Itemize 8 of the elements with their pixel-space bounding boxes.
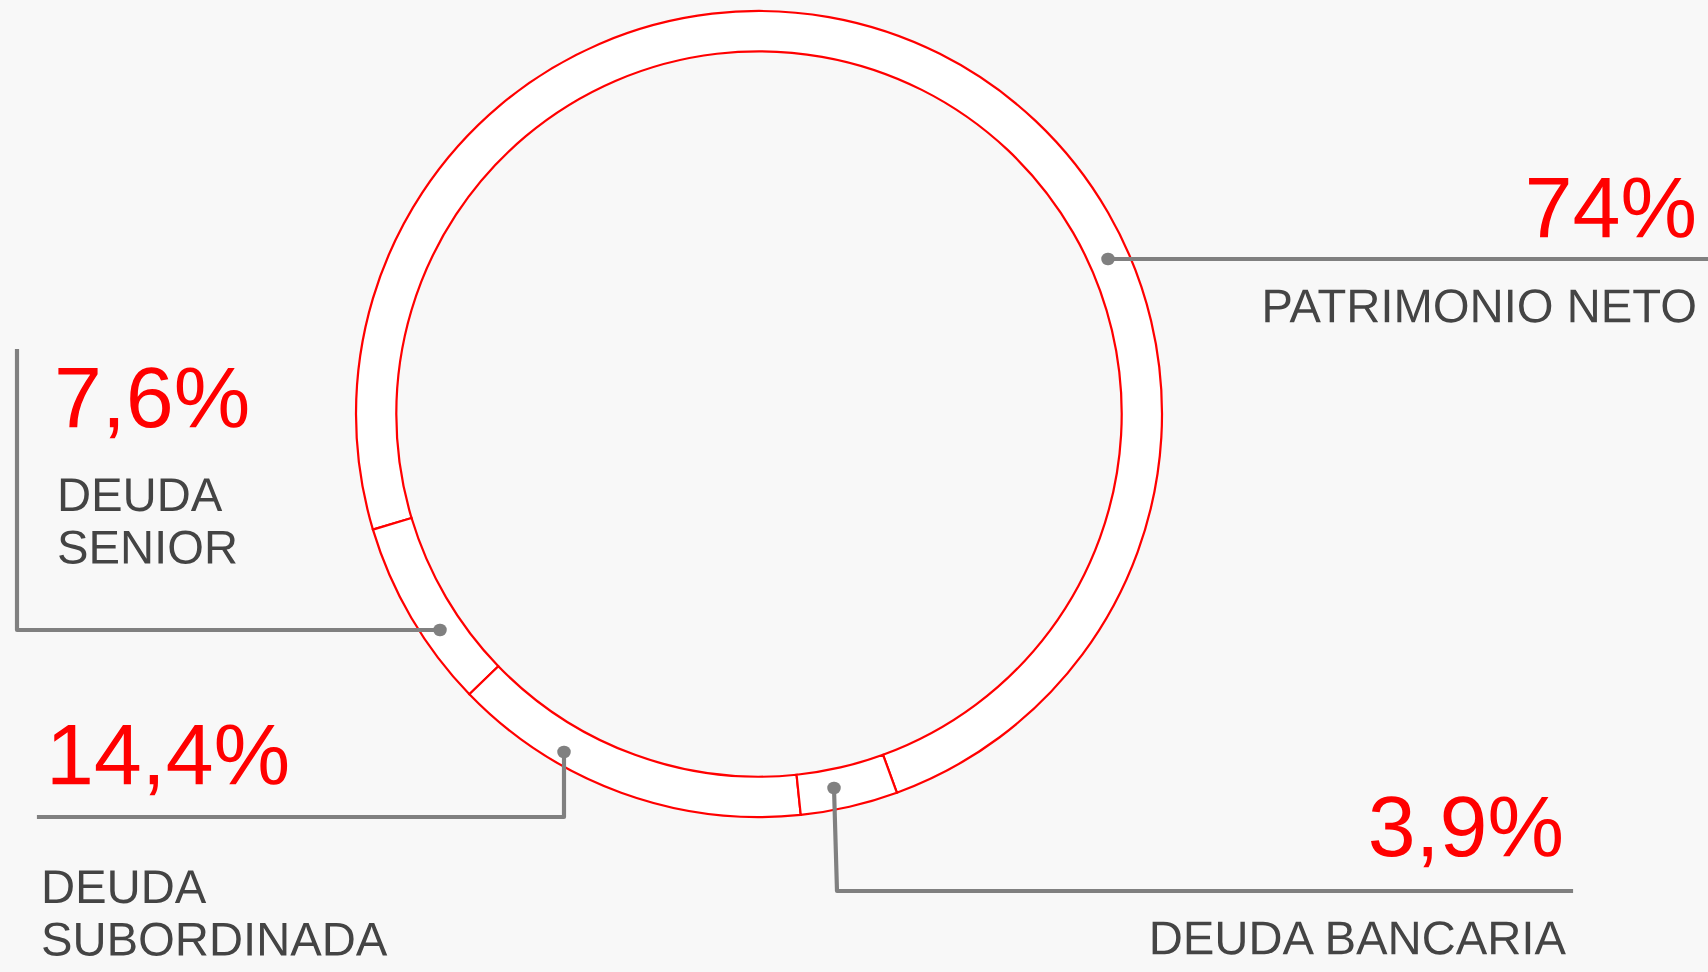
data-label: 74% <box>1529 177 1694 238</box>
data-label: 3,9% <box>1371 796 1561 868</box>
slice-label: DEUDA SENIOR <box>59 478 236 564</box>
slice-label: PATRIMONIO NETO <box>1265 289 1695 323</box>
slice-label: DEUDA SUBORDINADA <box>43 870 388 956</box>
data-label: 7,6% <box>58 367 248 439</box>
slice-label: DEUDA BANCARIA <box>1152 921 1566 955</box>
data-label: 14,4% <box>52 724 288 796</box>
